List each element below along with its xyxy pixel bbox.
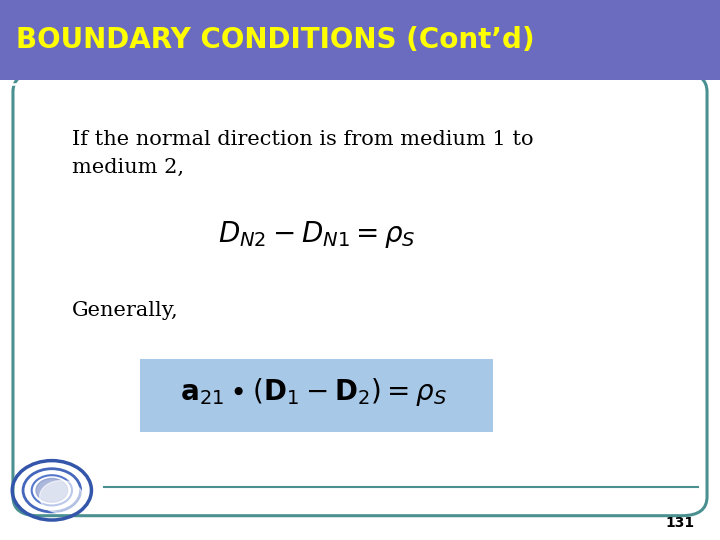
Text: $\mathbf{a}_{21} \bullet \left(\mathbf{D}_1 - \mathbf{D}_2\right)= \rho_S$: $\mathbf{a}_{21} \bullet \left(\mathbf{D… xyxy=(180,375,446,408)
FancyBboxPatch shape xyxy=(140,359,493,432)
Circle shape xyxy=(40,481,83,513)
Text: If the normal direction is from medium 1 to
medium 2,: If the normal direction is from medium 1… xyxy=(72,130,534,177)
Circle shape xyxy=(36,478,68,502)
Text: 131: 131 xyxy=(666,516,695,530)
Text: $D_{N2} - D_{N1} = \rho_S$: $D_{N2} - D_{N1} = \rho_S$ xyxy=(218,219,415,251)
FancyBboxPatch shape xyxy=(0,0,720,80)
Text: BOUNDARY CONDITIONS (Cont’d): BOUNDARY CONDITIONS (Cont’d) xyxy=(16,26,534,54)
FancyBboxPatch shape xyxy=(13,73,707,516)
Text: Generally,: Generally, xyxy=(72,301,179,320)
